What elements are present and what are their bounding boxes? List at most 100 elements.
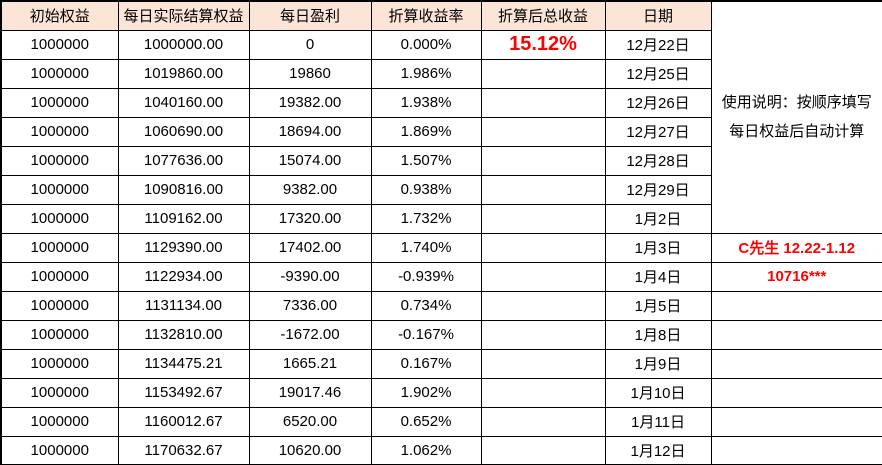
cell-rate[interactable]: 0.734%	[370, 290, 482, 321]
cell-date[interactable]: 12月28日	[604, 145, 712, 176]
cell-settled[interactable]: 1040160.00	[117, 87, 250, 118]
cell-date[interactable]: 12月27日	[604, 116, 712, 147]
col-header-daily-settled[interactable]: 每日实际结算权益	[117, 0, 250, 31]
note-cell-empty[interactable]	[710, 290, 882, 321]
cell-initial[interactable]: 1000000	[0, 232, 119, 263]
cell-initial[interactable]: 1000000	[0, 435, 119, 465]
cell-initial[interactable]: 1000000	[0, 58, 119, 89]
cell-total[interactable]	[480, 348, 606, 379]
cell-initial[interactable]: 1000000	[0, 290, 119, 321]
cell-total[interactable]: 15.12%	[480, 29, 606, 60]
cell-rate[interactable]: 1.869%	[370, 116, 482, 147]
cell-profit[interactable]: 6520.00	[248, 406, 372, 437]
cell-rate[interactable]: 1.732%	[370, 203, 482, 234]
cell-profit[interactable]: 9382.00	[248, 174, 372, 205]
cell-initial[interactable]: 1000000	[0, 174, 119, 205]
cell-settled[interactable]: 1060690.00	[117, 116, 250, 147]
cell-profit[interactable]: -1672.00	[248, 319, 372, 350]
cell-profit[interactable]: 19860	[248, 58, 372, 89]
cell-date[interactable]: 12月22日	[604, 29, 712, 60]
cell-rate[interactable]: 1.902%	[370, 377, 482, 408]
cell-date[interactable]: 12月25日	[604, 58, 712, 89]
cell-date[interactable]: 1月4日	[604, 261, 712, 292]
cell-rate[interactable]: 1.062%	[370, 435, 482, 465]
cell-total[interactable]	[480, 58, 606, 89]
cell-initial[interactable]: 1000000	[0, 406, 119, 437]
cell-date[interactable]: 12月26日	[604, 87, 712, 118]
cell-settled[interactable]: 1129390.00	[117, 232, 250, 263]
cell-profit[interactable]: 17320.00	[248, 203, 372, 234]
cell-settled[interactable]: 1132810.00	[117, 319, 250, 350]
cell-initial[interactable]: 1000000	[0, 203, 119, 234]
cell-date[interactable]: 1月9日	[604, 348, 712, 379]
cell-settled[interactable]: 1160012.67	[117, 406, 250, 437]
cell-total[interactable]	[480, 261, 606, 292]
cell-initial[interactable]: 1000000	[0, 145, 119, 176]
cell-total[interactable]	[480, 232, 606, 263]
note-cell-empty[interactable]	[710, 377, 882, 408]
col-header-daily-profit[interactable]: 每日盈利	[248, 0, 372, 31]
cell-initial[interactable]: 1000000	[0, 261, 119, 292]
cell-settled[interactable]: 1090816.00	[117, 174, 250, 205]
cell-profit[interactable]: 15074.00	[248, 145, 372, 176]
cell-settled[interactable]: 1077636.00	[117, 145, 250, 176]
note-cell-empty[interactable]	[710, 435, 882, 465]
note-cell-empty[interactable]	[710, 319, 882, 350]
cell-total[interactable]	[480, 377, 606, 408]
cell-rate[interactable]: 0.000%	[370, 29, 482, 60]
cell-settled[interactable]: 1131134.00	[117, 290, 250, 321]
cell-initial[interactable]: 1000000	[0, 29, 119, 60]
cell-initial[interactable]: 1000000	[0, 377, 119, 408]
cell-initial[interactable]: 1000000	[0, 87, 119, 118]
cell-rate[interactable]: 0.652%	[370, 406, 482, 437]
cell-rate[interactable]: -0.167%	[370, 319, 482, 350]
cell-rate[interactable]: 0.167%	[370, 348, 482, 379]
col-header-date[interactable]: 日期	[604, 0, 712, 31]
cell-profit[interactable]: -9390.00	[248, 261, 372, 292]
cell-total[interactable]	[480, 174, 606, 205]
cell-date[interactable]: 1月11日	[604, 406, 712, 437]
cell-settled[interactable]: 1109162.00	[117, 203, 250, 234]
cell-date[interactable]: 1月10日	[604, 377, 712, 408]
cell-profit[interactable]: 7336.00	[248, 290, 372, 321]
cell-profit[interactable]: 19017.46	[248, 377, 372, 408]
cell-total[interactable]	[480, 290, 606, 321]
note-cell-empty[interactable]	[710, 406, 882, 437]
cell-total[interactable]	[480, 145, 606, 176]
col-header-return-rate[interactable]: 折算收益率	[370, 0, 482, 31]
cell-profit[interactable]: 17402.00	[248, 232, 372, 263]
cell-profit[interactable]: 1665.21	[248, 348, 372, 379]
cell-date[interactable]: 1月12日	[604, 435, 712, 465]
cell-settled[interactable]: 1134475.21	[117, 348, 250, 379]
cell-total[interactable]	[480, 87, 606, 118]
cell-rate[interactable]: 1.740%	[370, 232, 482, 263]
cell-date[interactable]: 1月2日	[604, 203, 712, 234]
cell-profit[interactable]: 0	[248, 29, 372, 60]
cell-settled[interactable]: 1153492.67	[117, 377, 250, 408]
cell-profit[interactable]: 10620.00	[248, 435, 372, 465]
cell-rate[interactable]: -0.939%	[370, 261, 482, 292]
note-cell-empty[interactable]	[710, 348, 882, 379]
cell-date[interactable]: 12月29日	[604, 174, 712, 205]
cell-total[interactable]	[480, 203, 606, 234]
cell-date[interactable]: 1月8日	[604, 319, 712, 350]
cell-settled[interactable]: 1000000.00	[117, 29, 250, 60]
cell-settled[interactable]: 1170632.67	[117, 435, 250, 465]
annotation-cell[interactable]: 10716***	[710, 261, 882, 292]
cell-initial[interactable]: 1000000	[0, 116, 119, 147]
cell-date[interactable]: 1月3日	[604, 232, 712, 263]
cell-date[interactable]: 1月5日	[604, 290, 712, 321]
cell-total[interactable]	[480, 319, 606, 350]
cell-profit[interactable]: 19382.00	[248, 87, 372, 118]
cell-total[interactable]	[480, 406, 606, 437]
cell-total[interactable]	[480, 116, 606, 147]
col-header-initial-equity[interactable]: 初始权益	[0, 0, 119, 31]
cell-rate[interactable]: 1.507%	[370, 145, 482, 176]
cell-rate[interactable]: 1.986%	[370, 58, 482, 89]
cell-rate[interactable]: 0.938%	[370, 174, 482, 205]
cell-settled[interactable]: 1122934.00	[117, 261, 250, 292]
cell-settled[interactable]: 1019860.00	[117, 58, 250, 89]
annotation-cell[interactable]: C先生 12.22-1.12	[710, 232, 882, 263]
cell-rate[interactable]: 1.938%	[370, 87, 482, 118]
cell-total[interactable]	[480, 435, 606, 465]
